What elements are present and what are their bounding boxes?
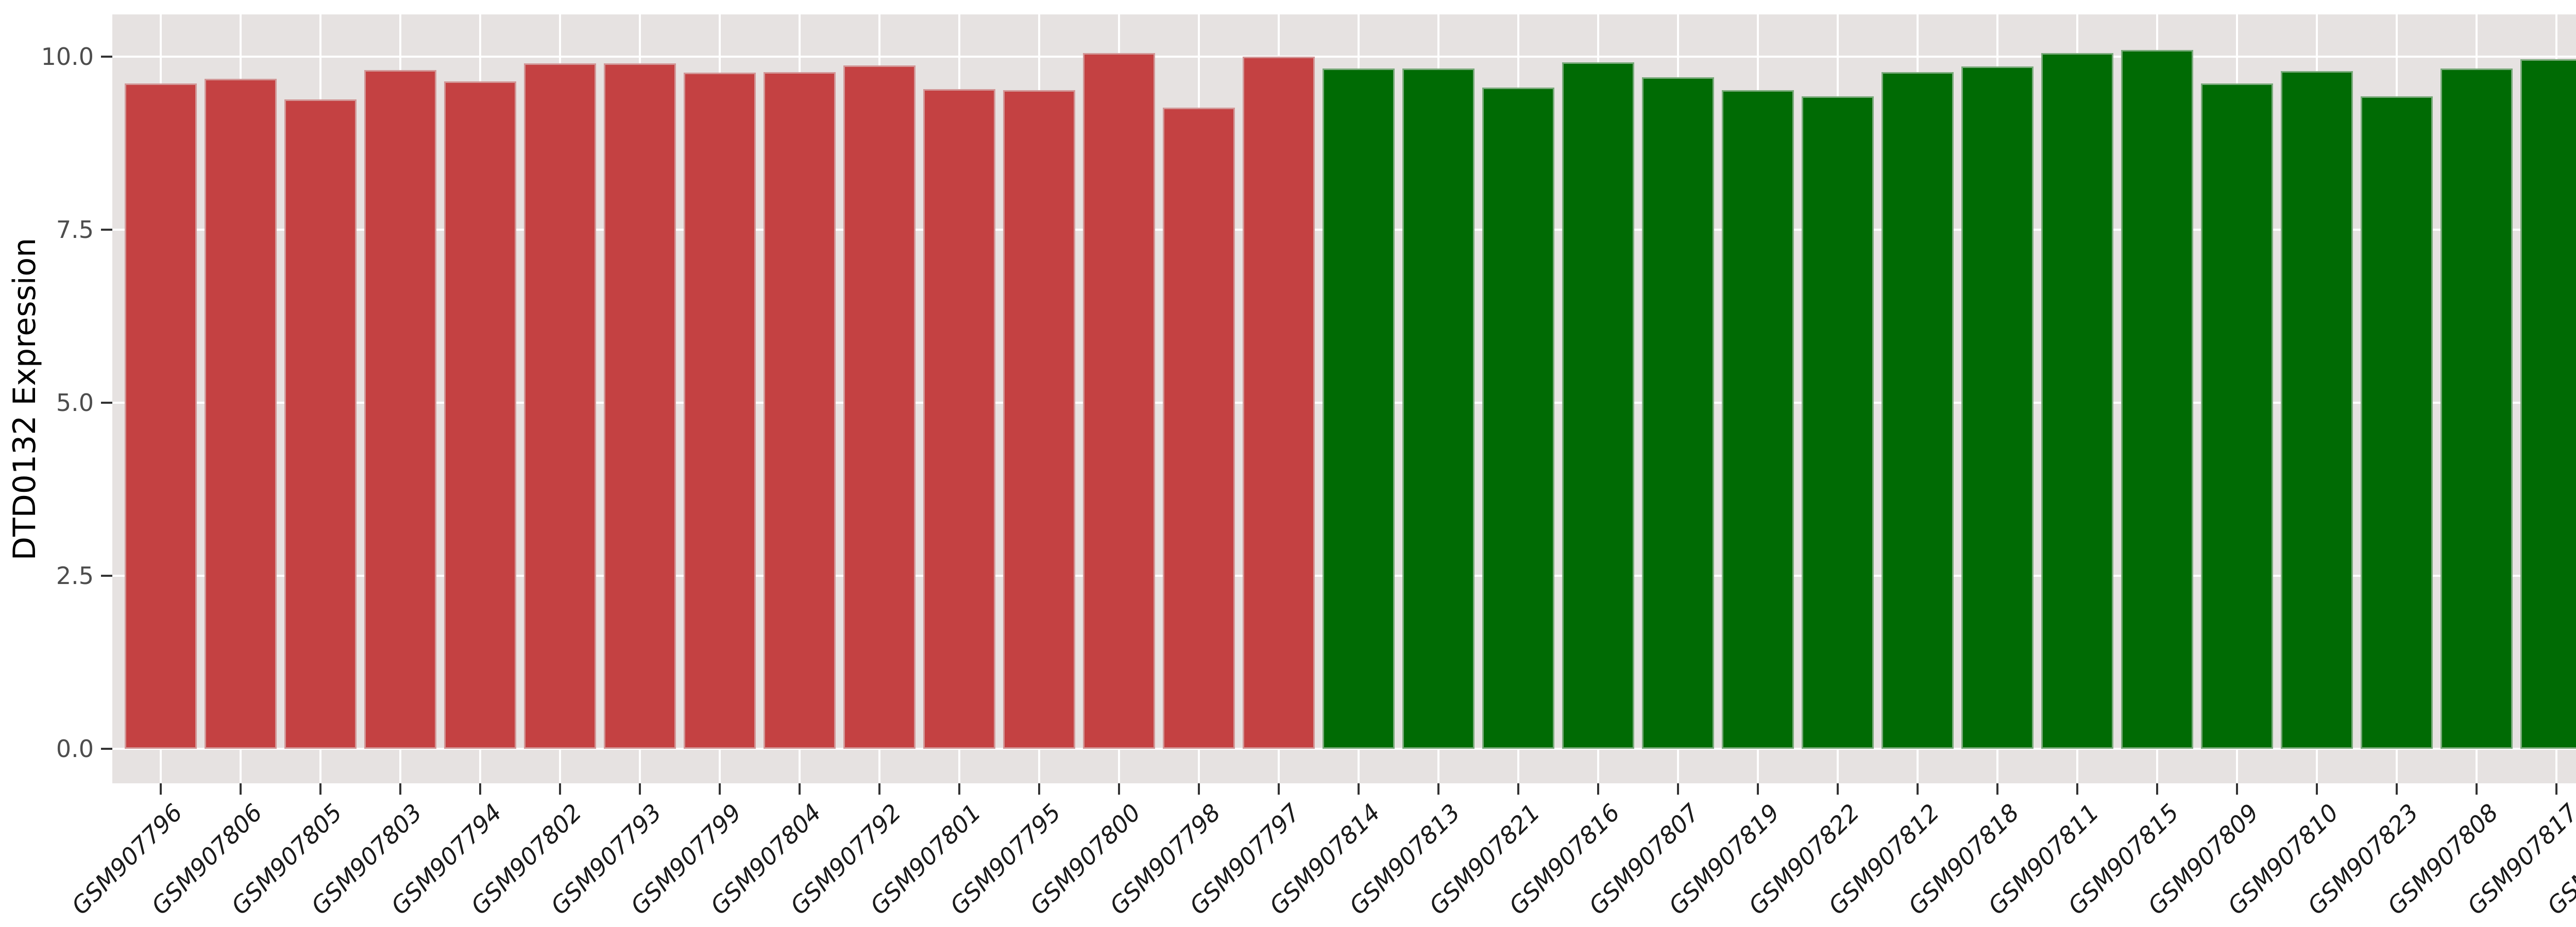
- x-tick-mark: [1118, 783, 1120, 795]
- x-tick-mark: [2156, 783, 2158, 795]
- x-tick-mark: [2476, 783, 2478, 795]
- x-tick-mark: [639, 783, 641, 795]
- bar-GSM907822: [1802, 96, 1874, 749]
- bar-GSM907794: [444, 81, 516, 749]
- bar-GSM907811: [2041, 53, 2113, 749]
- x-tick-mark: [1597, 783, 1599, 795]
- bar-GSM907806: [205, 79, 277, 749]
- y-tick-mark: [101, 748, 112, 750]
- x-tick-mark: [479, 783, 481, 795]
- y-tick-mark: [101, 575, 112, 577]
- x-tick-mark: [1198, 783, 1200, 795]
- horizontal-gridline: [112, 56, 2576, 58]
- y-tick-mark: [101, 402, 112, 404]
- x-tick-mark: [2076, 783, 2078, 795]
- x-tick-mark: [1677, 783, 1679, 795]
- bar-GSM907792: [843, 65, 916, 749]
- x-tick-mark: [1437, 783, 1439, 795]
- bar-GSM907815: [2121, 49, 2193, 749]
- x-tick-mark: [1917, 783, 1919, 795]
- x-tick-mark: [1278, 783, 1280, 795]
- plot-area: [112, 14, 2576, 783]
- y-tick-label: 7.5: [56, 216, 94, 244]
- x-tick-mark: [559, 783, 561, 795]
- x-tick-mark: [1358, 783, 1360, 795]
- bar-GSM907814: [1323, 68, 1395, 749]
- bar-GSM907800: [1083, 53, 1155, 749]
- x-tick-mark: [1996, 783, 1998, 795]
- bar-GSM907817: [2520, 59, 2576, 749]
- y-tick-mark: [101, 56, 112, 58]
- bar-GSM907804: [764, 72, 836, 749]
- bar-GSM907808: [2441, 68, 2513, 749]
- x-tick-mark: [878, 783, 880, 795]
- bar-GSM907803: [364, 70, 436, 749]
- y-tick-label: 0.0: [56, 735, 94, 763]
- x-tick-mark: [2316, 783, 2318, 795]
- y-tick-mark: [101, 229, 112, 231]
- x-tick-mark: [958, 783, 960, 795]
- bar-GSM907799: [684, 72, 756, 749]
- x-tick-mark: [240, 783, 242, 795]
- y-tick-label: 2.5: [56, 562, 94, 590]
- bar-GSM907821: [1482, 88, 1554, 749]
- x-tick-mark: [2396, 783, 2398, 795]
- bar-GSM907796: [125, 83, 197, 749]
- bar-GSM907818: [1961, 66, 2033, 749]
- bar-GSM907810: [2281, 71, 2353, 749]
- x-tick-mark: [799, 783, 801, 795]
- bar-GSM907802: [524, 63, 596, 749]
- bar-GSM907819: [1722, 90, 1794, 749]
- bar-GSM907813: [1402, 68, 1475, 749]
- x-tick-mark: [319, 783, 321, 795]
- bar-GSM907797: [1243, 57, 1315, 749]
- bar-GSM907823: [2361, 96, 2433, 749]
- bar-GSM907816: [1562, 62, 1634, 749]
- y-tick-label: 5.0: [56, 389, 94, 417]
- bar-GSM907795: [1003, 90, 1075, 749]
- bar-GSM907798: [1163, 108, 1235, 749]
- bar-GSM907805: [284, 99, 357, 749]
- x-tick-mark: [2555, 783, 2557, 795]
- horizontal-gridline: [112, 748, 2576, 750]
- x-tick-mark: [2236, 783, 2238, 795]
- x-tick-mark: [160, 783, 162, 795]
- bar-GSM907809: [2201, 83, 2273, 749]
- bar-GSM907801: [923, 89, 995, 749]
- x-tick-mark: [1757, 783, 1759, 795]
- bar-GSM907807: [1642, 77, 1714, 749]
- x-tick-mark: [1038, 783, 1040, 795]
- bar-GSM907812: [1882, 72, 1954, 749]
- x-tick-mark: [719, 783, 721, 795]
- y-tick-label: 10.0: [41, 43, 94, 71]
- x-tick-mark: [399, 783, 401, 795]
- x-tick-mark: [1517, 783, 1519, 795]
- bar-GSM907793: [604, 63, 676, 749]
- x-tick-mark: [1837, 783, 1839, 795]
